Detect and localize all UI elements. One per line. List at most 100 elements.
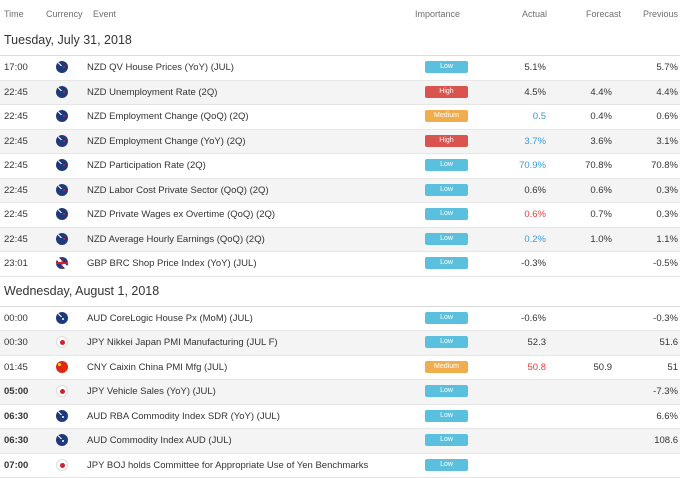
forecast-value: 0.7% (590, 209, 612, 220)
previous-value: -7.3% (653, 386, 678, 397)
nz-flag-icon (56, 86, 68, 98)
table-row[interactable]: 22:45 NZD Participation Rate (2Q) Low 70.9%… (0, 154, 680, 179)
event-time: 22:45 (4, 136, 28, 147)
event-name[interactable]: AUD RBA Commodity Index SDR (YoY) (JUL) (87, 411, 280, 422)
event-name[interactable]: JPY Vehicle Sales (YoY) (JUL) (87, 386, 216, 397)
event-time: 22:45 (4, 185, 28, 196)
event-name[interactable]: NZD Unemployment Rate (2Q) (87, 87, 217, 98)
importance-badge: Low (425, 336, 468, 348)
event-name[interactable]: JPY BOJ holds Committee for Appropriate … (87, 460, 368, 471)
table-row[interactable]: 17:00 NZD QV House Prices (YoY) (JUL) Low 5… (0, 56, 680, 81)
event-name[interactable]: NZD QV House Prices (YoY) (JUL) (87, 62, 234, 73)
importance-badge: Low (425, 159, 468, 171)
forecast-value: 50.9 (594, 362, 613, 373)
table-row[interactable]: 01:45 CNY Caixin China PMI Mfg (JUL) Mediu… (0, 356, 680, 381)
au-flag-icon (56, 312, 68, 324)
event-time: 06:30 (4, 411, 28, 422)
event-name[interactable]: GBP BRC Shop Price Index (YoY) (JUL) (87, 258, 257, 269)
event-time: 06:30 (4, 435, 28, 446)
event-name[interactable]: NZD Participation Rate (2Q) (87, 160, 206, 171)
event-name[interactable]: AUD CoreLogic House Px (MoM) (JUL) (87, 313, 253, 324)
event-time: 22:45 (4, 234, 28, 245)
jp-flag-icon (56, 336, 68, 348)
day-label: Tuesday, July 31, 2018 (4, 33, 132, 47)
day-label: Wednesday, August 1, 2018 (4, 284, 159, 298)
event-name[interactable]: NZD Employment Change (YoY) (2Q) (87, 136, 246, 147)
forecast-value: 0.4% (590, 111, 612, 122)
previous-value: 1.1% (656, 234, 678, 245)
actual-value: 0.5 (533, 111, 546, 122)
event-name[interactable]: NZD Employment Change (QoQ) (2Q) (87, 111, 249, 122)
event-name[interactable]: NZD Average Hourly Earnings (QoQ) (2Q) (87, 234, 265, 245)
actual-value: 0.2% (524, 234, 546, 245)
header-currency: Currency (46, 9, 83, 19)
importance-badge: Medium (425, 361, 468, 373)
actual-value: -0.6% (521, 313, 546, 324)
importance-badge: Low (425, 257, 468, 269)
actual-value: 70.9% (519, 160, 546, 171)
event-name[interactable]: JPY Nikkei Japan PMI Manufacturing (JUL … (87, 337, 278, 348)
importance-badge: Low (425, 410, 468, 422)
event-time: 01:45 (4, 362, 28, 373)
table-row[interactable]: 22:45 NZD Private Wages ex Overtime (QoQ)… (0, 203, 680, 228)
previous-value: 51.6 (660, 337, 679, 348)
day-header: Tuesday, July 31, 2018 (0, 26, 680, 56)
header-importance: Importance (415, 9, 460, 19)
header-event: Event (93, 9, 116, 19)
event-name[interactable]: NZD Labor Cost Private Sector (QoQ) (2Q) (87, 185, 269, 196)
previous-value: 108.6 (654, 435, 678, 446)
table-row[interactable]: 06:30 AUD Commodity Index AUD (JUL) Low 108… (0, 429, 680, 454)
event-time: 22:45 (4, 160, 28, 171)
nz-flag-icon (56, 135, 68, 147)
table-row[interactable]: 22:45 NZD Average Hourly Earnings (QoQ) (… (0, 228, 680, 253)
au-flag-icon (56, 434, 68, 446)
day-header: Wednesday, August 1, 2018 (0, 277, 680, 307)
previous-value: 0.6% (656, 111, 678, 122)
previous-value: 5.7% (656, 62, 678, 73)
actual-value: -0.3% (521, 258, 546, 269)
event-time: 07:00 (4, 460, 28, 471)
event-time: 23:01 (4, 258, 28, 269)
event-time: 17:00 (4, 62, 28, 73)
event-name[interactable]: CNY Caixin China PMI Mfg (JUL) (87, 362, 227, 373)
event-name[interactable]: AUD Commodity Index AUD (JUL) (87, 435, 232, 446)
table-row[interactable]: 06:30 AUD RBA Commodity Index SDR (YoY) (… (0, 405, 680, 430)
actual-value: 5.1% (524, 62, 546, 73)
importance-badge: Low (425, 312, 468, 324)
importance-badge: Low (425, 233, 468, 245)
forecast-value: 70.8% (585, 160, 612, 171)
event-time: 05:00 (4, 386, 28, 397)
nz-flag-icon (56, 233, 68, 245)
previous-value: 0.3% (656, 185, 678, 196)
importance-badge: Low (425, 434, 468, 446)
actual-value: 3.7% (524, 136, 546, 147)
previous-value: -0.5% (653, 258, 678, 269)
table-row[interactable]: 23:01 GBP BRC Shop Price Index (YoY) (JUL… (0, 252, 680, 277)
forecast-value: 4.4% (590, 87, 612, 98)
previous-value: 70.8% (651, 160, 678, 171)
previous-value: 0.3% (656, 209, 678, 220)
nz-flag-icon (56, 110, 68, 122)
actual-value: 0.6% (524, 185, 546, 196)
header-actual: Actual (522, 9, 547, 19)
previous-value: 6.6% (656, 411, 678, 422)
forecast-value: 1.0% (590, 234, 612, 245)
actual-value: 4.5% (524, 87, 546, 98)
event-time: 22:45 (4, 209, 28, 220)
event-name[interactable]: NZD Private Wages ex Overtime (QoQ) (2Q) (87, 209, 275, 220)
importance-badge: Low (425, 61, 468, 73)
table-row[interactable]: 07:00 JPY BOJ holds Committee for Appropr… (0, 454, 680, 478)
importance-badge: High (425, 86, 468, 98)
table-row[interactable]: 22:45 NZD Unemployment Rate (2Q) High 4.5% 4… (0, 81, 680, 106)
table-row[interactable]: 22:45 NZD Labor Cost Private Sector (QoQ)… (0, 179, 680, 204)
previous-value: -0.3% (653, 313, 678, 324)
header-forecast: Forecast (586, 9, 621, 19)
event-time: 22:45 (4, 87, 28, 98)
nz-flag-icon (56, 184, 68, 196)
previous-value: 4.4% (656, 87, 678, 98)
